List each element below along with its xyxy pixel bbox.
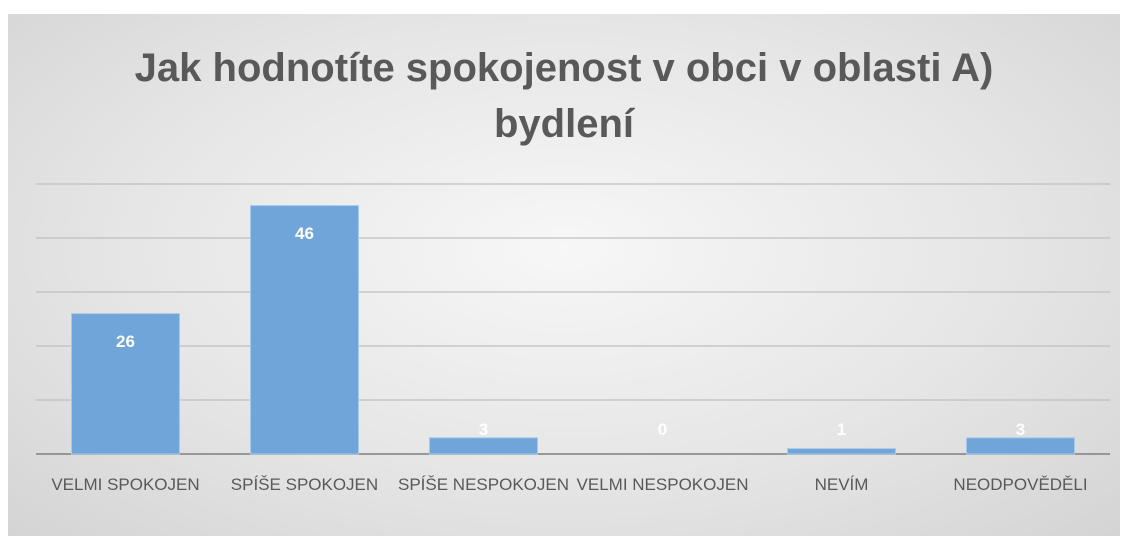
x-tick-label: SPÍŠE NESPOKOJEN — [398, 475, 569, 494]
chart-area — [8, 14, 1120, 536]
data-label: 46 — [295, 223, 314, 243]
data-label: 3 — [1015, 420, 1026, 439]
x-tick-label: SPÍŠE SPOKOJEN — [230, 475, 379, 494]
bar — [250, 205, 359, 455]
bar — [71, 313, 180, 455]
x-tick-label: NEVÍM — [814, 475, 869, 494]
data-label: 0 — [657, 420, 668, 439]
x-tick-label: VELMI NESPOKOJEN — [576, 475, 749, 494]
x-tick-label: NEODPOVĚDĚLI — [953, 475, 1088, 494]
bar — [787, 448, 896, 455]
data-label: 26 — [116, 331, 135, 351]
x-tick-label: VELMI SPOKOJEN — [51, 475, 200, 494]
bar — [429, 437, 538, 455]
bar — [966, 437, 1075, 455]
data-label: 1 — [836, 420, 847, 439]
chart-title: Jak hodnotíte spokojenost v obci v oblas… — [134, 46, 994, 146]
data-label: 3 — [478, 420, 489, 439]
